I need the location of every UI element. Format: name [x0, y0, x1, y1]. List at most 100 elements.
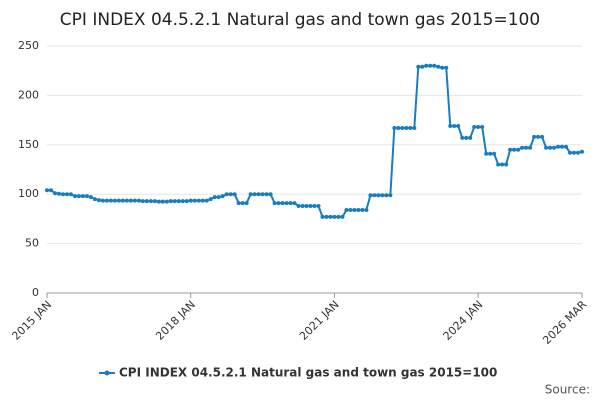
- point: [268, 192, 273, 197]
- legend-label: CPI INDEX 04.5.2.1 Natural gas and town …: [119, 366, 497, 380]
- point: [168, 199, 173, 204]
- point: [484, 151, 489, 156]
- point: [352, 208, 357, 213]
- point: [244, 201, 249, 206]
- point: [304, 204, 309, 209]
- point: [56, 191, 61, 196]
- point: [540, 134, 545, 139]
- point: [552, 145, 557, 150]
- source: Source:: [545, 383, 590, 397]
- point: [568, 150, 573, 155]
- point: [184, 199, 189, 204]
- point: [548, 145, 553, 150]
- point: [96, 198, 101, 203]
- point: [428, 63, 433, 68]
- point: [256, 192, 261, 197]
- point: [392, 126, 397, 131]
- point: [136, 198, 141, 203]
- point: [276, 201, 281, 206]
- point: [332, 214, 337, 219]
- point: [68, 192, 73, 197]
- point: [408, 126, 413, 131]
- point: [456, 124, 461, 129]
- point: [564, 144, 569, 149]
- point: [132, 198, 137, 203]
- point: [72, 194, 77, 199]
- point: [412, 126, 417, 131]
- point: [248, 192, 253, 197]
- x-tick-label: 2015 JAN: [9, 298, 54, 343]
- point: [424, 63, 429, 68]
- point: [228, 192, 233, 197]
- point: [312, 204, 317, 209]
- point: [204, 198, 209, 203]
- point: [536, 134, 541, 139]
- point: [316, 204, 321, 209]
- point: [572, 150, 577, 155]
- x-tick-label: 2024 JAN: [441, 298, 486, 343]
- point: [464, 135, 469, 140]
- point: [348, 208, 353, 213]
- point: [472, 125, 477, 130]
- point: [524, 145, 529, 150]
- point: [264, 192, 269, 197]
- point: [80, 194, 85, 199]
- y-tick-label: 200: [18, 88, 39, 101]
- point: [296, 204, 301, 209]
- x-tick-label: 2026 MAR: [540, 298, 589, 347]
- point: [208, 197, 213, 202]
- point: [556, 144, 561, 149]
- point: [84, 194, 89, 199]
- point: [468, 135, 473, 140]
- y-tick-label: 250: [18, 39, 39, 52]
- point: [440, 65, 445, 70]
- point: [200, 198, 205, 203]
- point: [492, 151, 497, 156]
- chart-title: CPI INDEX 04.5.2.1 Natural gas and town …: [60, 10, 540, 30]
- point: [328, 214, 333, 219]
- point: [476, 125, 481, 130]
- point: [188, 198, 193, 203]
- point: [580, 149, 584, 154]
- point: [128, 198, 133, 203]
- point: [520, 145, 525, 150]
- point: [416, 64, 421, 69]
- point: [144, 199, 149, 204]
- point: [576, 150, 581, 155]
- point: [544, 145, 549, 150]
- point: [436, 64, 441, 69]
- point: [516, 147, 521, 152]
- point: [460, 135, 465, 140]
- point: [220, 194, 225, 199]
- point: [512, 147, 517, 152]
- point: [308, 204, 313, 209]
- y-tick-label: 150: [18, 138, 39, 151]
- legend-marker: [104, 370, 110, 376]
- point: [480, 125, 485, 130]
- point: [336, 214, 341, 219]
- point: [232, 192, 237, 197]
- point: [236, 201, 241, 206]
- point: [216, 195, 221, 200]
- point: [280, 201, 285, 206]
- point: [488, 151, 493, 156]
- point: [45, 188, 49, 193]
- point: [532, 134, 537, 139]
- point: [52, 191, 57, 196]
- point: [344, 208, 349, 213]
- x-tick-label: 2021 JAN: [297, 298, 342, 343]
- point: [420, 64, 425, 69]
- point: [140, 199, 145, 204]
- point: [292, 201, 297, 206]
- point: [64, 192, 69, 197]
- point: [88, 195, 93, 200]
- y-tick-label: 100: [18, 187, 39, 200]
- point: [508, 147, 513, 152]
- point: [272, 201, 277, 206]
- point: [108, 198, 113, 203]
- point: [360, 208, 365, 213]
- point: [400, 126, 405, 131]
- point: [376, 193, 381, 198]
- point: [120, 198, 125, 203]
